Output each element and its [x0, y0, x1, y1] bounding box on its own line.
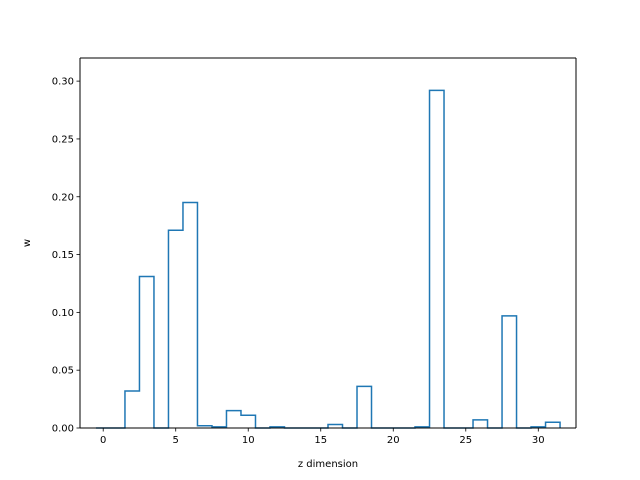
histogram-bin	[473, 420, 488, 428]
histogram-bin	[241, 415, 256, 428]
y-tick-label: 0.00	[52, 424, 74, 435]
axes-frame	[79, 57, 577, 429]
x-tick-label: 20	[387, 435, 400, 446]
x-tick-label: 25	[459, 435, 472, 446]
y-axis-ticks: 0.00 0.05 0.10 0.15 0.20 0.25 0.30	[52, 77, 80, 435]
histogram-bin	[183, 203, 198, 428]
y-tick-label: 0.15	[52, 250, 74, 261]
histogram-bin	[125, 391, 139, 428]
histogram-bin	[502, 316, 517, 428]
histogram-bin	[139, 277, 154, 428]
histogram-bin	[328, 425, 343, 428]
x-tick-label: 10	[242, 435, 255, 446]
y-tick-label: 0.05	[52, 366, 74, 377]
x-tick-label: 15	[314, 435, 327, 446]
y-axis-label: w	[22, 239, 33, 247]
x-axis-ticks: 0 5 10 15 20 25 30	[100, 428, 545, 446]
y-tick-label: 0.30	[52, 77, 74, 88]
histogram-bin	[168, 230, 183, 428]
histogram-bin	[430, 90, 445, 428]
y-tick-label: 0.10	[52, 308, 74, 319]
y-tick-label: 0.25	[52, 134, 74, 145]
histogram-bin	[546, 422, 561, 428]
x-tick-label: 5	[173, 435, 179, 446]
x-axis-label: z dimension	[298, 459, 358, 470]
y-tick-label: 0.20	[52, 192, 74, 203]
plot-area	[80, 58, 576, 428]
x-tick-label: 0	[100, 435, 106, 446]
histogram-bin	[226, 411, 241, 428]
x-tick-label: 30	[532, 435, 545, 446]
histogram-bin	[357, 386, 372, 428]
